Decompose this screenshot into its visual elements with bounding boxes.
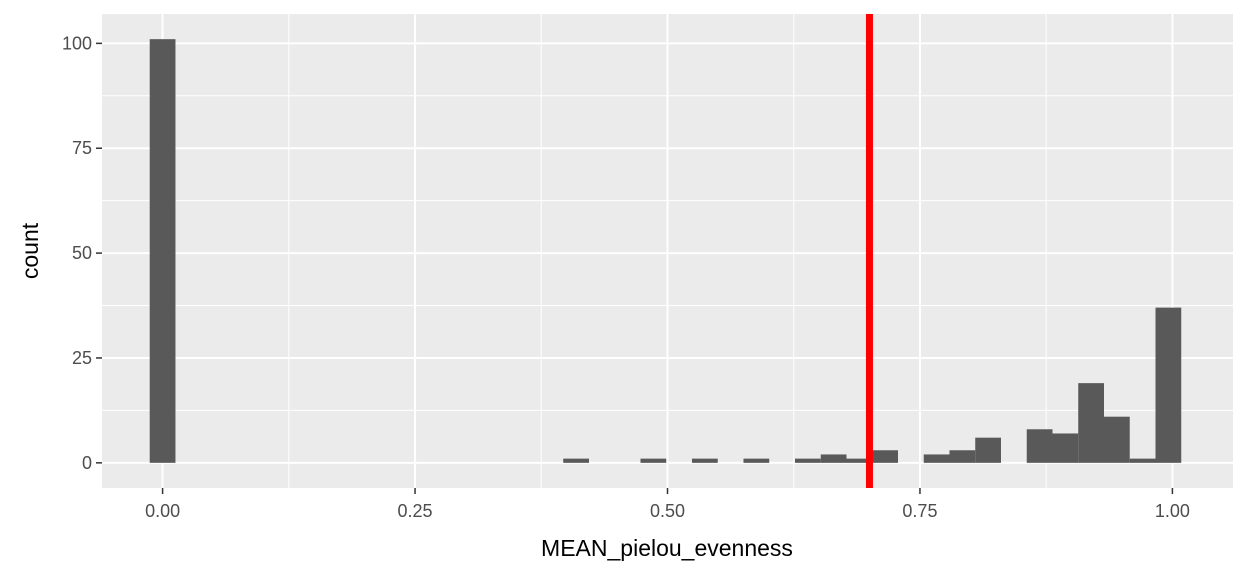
x-tick-label: 0.75 <box>902 501 937 521</box>
histogram-bar <box>1052 433 1079 463</box>
histogram-bar <box>1026 429 1053 463</box>
histogram-bar <box>949 450 976 463</box>
y-tick-label: 75 <box>72 138 92 158</box>
histogram-bar <box>640 458 667 463</box>
histogram-bar <box>1103 416 1130 463</box>
histogram-bar <box>1129 458 1156 463</box>
histogram-bar <box>691 458 718 463</box>
x-tick-label: 1.00 <box>1155 501 1190 521</box>
histogram-bar <box>872 450 898 463</box>
y-tick-label: 50 <box>72 243 92 263</box>
histogram-bar <box>846 458 873 463</box>
histogram-bars <box>149 39 1182 463</box>
histogram-bar <box>1155 307 1182 463</box>
x-tick-label: 0.25 <box>398 501 433 521</box>
histogram-bar <box>149 39 176 463</box>
histogram-bar <box>975 437 1001 463</box>
histogram-bar <box>923 454 950 463</box>
x-axis: 0.00 0.25 0.50 0.75 1.00 <box>145 488 1190 521</box>
y-axis: 0 25 50 75 100 <box>62 33 102 473</box>
histogram-bar <box>743 458 770 463</box>
y-tick-label: 25 <box>72 348 92 368</box>
x-tick-label: 0.50 <box>650 501 685 521</box>
histogram-bar <box>563 458 589 463</box>
histogram-bar <box>820 454 847 463</box>
histogram-bar <box>794 458 821 463</box>
x-tick-label: 0.00 <box>145 501 180 521</box>
y-tick-label: 100 <box>62 33 92 53</box>
histogram-bar <box>1078 383 1104 463</box>
y-tick-label: 0 <box>82 453 92 473</box>
y-axis-title: count <box>17 222 43 279</box>
x-axis-title: MEAN_pielou_evenness <box>541 535 793 561</box>
